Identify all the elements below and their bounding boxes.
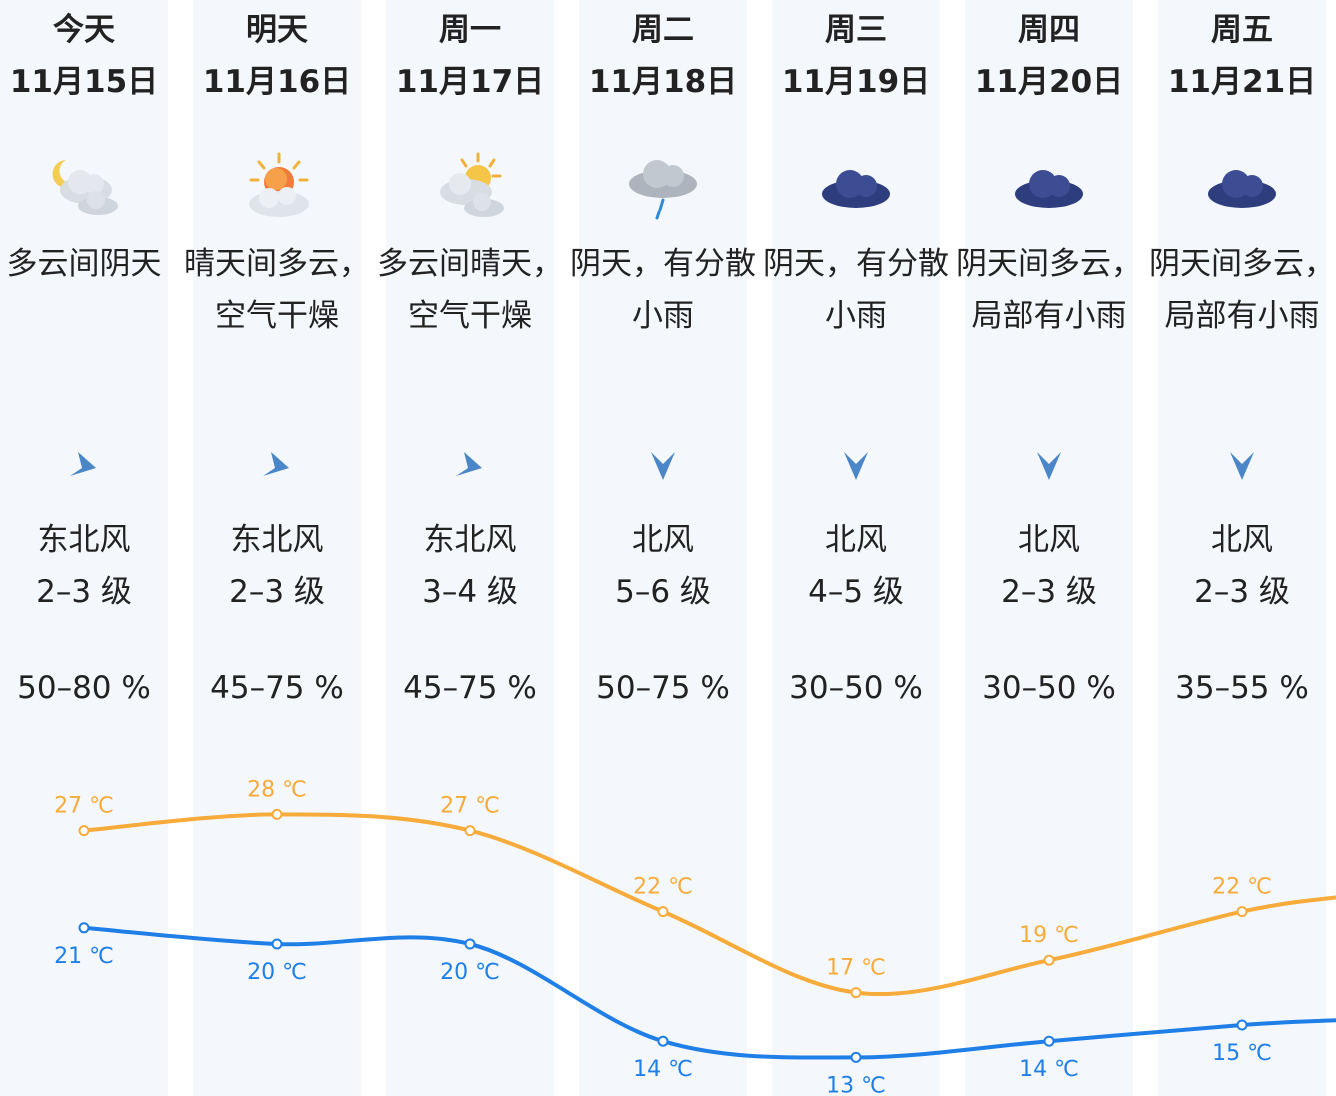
wind-direction: 东北风 xyxy=(230,522,324,558)
wind-level: 5–6 级 xyxy=(615,574,711,610)
wind-arrow-north-icon xyxy=(844,452,868,480)
day-description: 阴天，有分散小雨 xyxy=(570,246,756,334)
wind-arrow-northeast-icon xyxy=(70,452,96,476)
day-weekday: 周三 xyxy=(825,12,887,48)
day-weekday: 周四 xyxy=(1018,12,1080,48)
wind-arrow-north-icon xyxy=(651,452,675,480)
day-weekday: 周二 xyxy=(632,12,694,48)
wind-direction: 北风 xyxy=(825,522,887,558)
wind-direction: 东北风 xyxy=(423,522,517,558)
day-weekday: 周一 xyxy=(439,12,501,48)
day-weekday: 明天 xyxy=(246,12,308,48)
day-description: 阴天间多云，局部有小雨 xyxy=(1149,246,1335,334)
day-date: 11月18日 xyxy=(588,64,738,100)
day-weekday: 周五 xyxy=(1211,12,1273,48)
day-weekday: 今天 xyxy=(53,12,115,48)
forecast-day: 周三 11月19日 阴天，有分散小雨 北风 4–5 级 30–50 % xyxy=(760,0,952,1096)
wind-level: 2–3 级 xyxy=(1001,574,1097,610)
wind-direction: 北风 xyxy=(1211,522,1273,558)
humidity-range: 50–80 % xyxy=(17,670,151,706)
day-date: 11月15日 xyxy=(9,64,159,100)
day-date: 11月20日 xyxy=(974,64,1124,100)
humidity-range: 45–75 % xyxy=(210,670,344,706)
humidity-range: 45–75 % xyxy=(403,670,537,706)
humidity-range: 30–50 % xyxy=(982,670,1116,706)
overcast-icon xyxy=(1015,170,1083,208)
wind-arrow-northeast-icon xyxy=(263,452,289,476)
overcast-icon xyxy=(1208,170,1276,208)
cloudy-sunny-icon xyxy=(440,152,504,217)
forecast-day: 周四 11月20日 阴天间多云，局部有小雨 北风 2–3 级 30–50 % xyxy=(953,0,1145,1096)
overcast-icon xyxy=(822,170,890,208)
wind-level: 2–3 级 xyxy=(1194,574,1290,610)
humidity-range: 30–50 % xyxy=(789,670,923,706)
partly-cloudy-night-icon xyxy=(52,160,118,215)
day-date: 11月19日 xyxy=(781,64,931,100)
day-date: 11月17日 xyxy=(395,64,545,100)
forecast-day: 今天 11月15日 多云间阴天 东北风 2–3 级 50–80 % xyxy=(0,0,180,1096)
wind-arrow-north-icon xyxy=(1037,452,1061,480)
day-description: 多云间晴天，空气干燥 xyxy=(377,246,563,334)
forecast-day: 明天 11月16日 晴天间多云，空气干燥 东北风 2–3 级 45–75 % xyxy=(181,0,373,1096)
day-description: 阴天，有分散小雨 xyxy=(763,246,949,334)
wind-direction: 北风 xyxy=(632,522,694,558)
wind-level: 2–3 级 xyxy=(229,574,325,610)
wind-level: 3–4 级 xyxy=(422,574,518,610)
day-description: 晴天间多云，空气干燥 xyxy=(184,246,370,334)
wind-level: 4–5 级 xyxy=(808,574,904,610)
wind-direction: 北风 xyxy=(1018,522,1080,558)
humidity-range: 50–75 % xyxy=(596,670,730,706)
day-date: 11月16日 xyxy=(202,64,352,100)
day-description: 阴天间多云，局部有小雨 xyxy=(956,246,1142,334)
forecast-day: 周一 11月17日 多云间晴天，空气干燥 东北风 3–4 级 45–75 % xyxy=(374,0,566,1096)
forecast-day: 周五 11月21日 阴天间多云，局部有小雨 北风 2–3 级 35–55 % xyxy=(1146,0,1336,1096)
light-rain-icon xyxy=(629,160,697,220)
humidity-range: 35–55 % xyxy=(1175,670,1309,706)
sunny-cloudy-icon xyxy=(249,152,309,217)
wind-arrow-northeast-icon xyxy=(456,452,482,476)
day-description: 多云间阴天 xyxy=(6,246,162,282)
day-date: 11月21日 xyxy=(1167,64,1317,100)
forecast-day: 周二 11月18日 阴天，有分散小雨 北风 5–6 级 50–75 % xyxy=(567,0,759,1096)
wind-arrow-north-icon xyxy=(1230,452,1254,480)
wind-level: 2–3 级 xyxy=(36,574,132,610)
wind-direction: 东北风 xyxy=(37,522,131,558)
